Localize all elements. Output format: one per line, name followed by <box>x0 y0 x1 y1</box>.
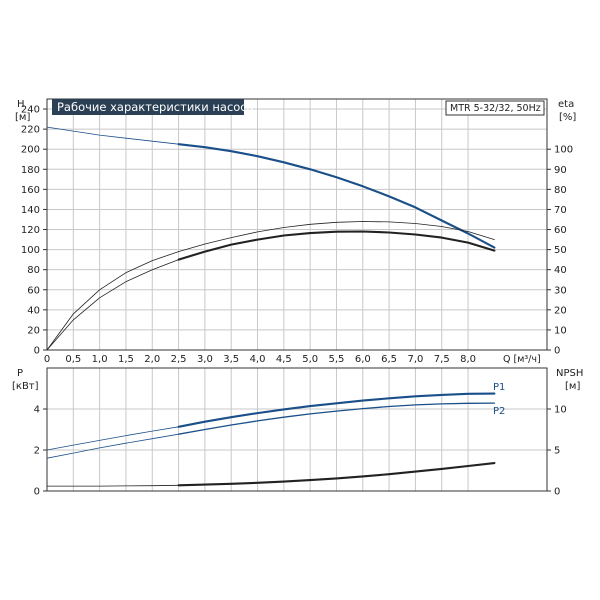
p2-label: P2 <box>493 406 505 417</box>
right-tick-label: 60 <box>554 225 567 236</box>
upper-series-line-2 <box>46 259 179 351</box>
x-tick-label: 5,0 <box>302 354 318 365</box>
upper-series-line-3 <box>177 230 496 261</box>
upper-panel: 0 0,5 1,0 1,5 2,0 2,5 3,0 3,5 4,0 4,5 5,0 5,5 6,0 6,5… <box>15 98 576 365</box>
x-tick-label: 7,0 <box>407 354 423 365</box>
upper-series <box>46 126 496 351</box>
lower-panel: 0 2 4 0 5 10 P [кВт] NPSH [м] P1 P2 <box>12 367 583 498</box>
lower-series-line-5 <box>177 462 496 487</box>
lower-ticks: 0 2 4 0 5 10 <box>34 405 567 498</box>
npsh-axis-label: NPSH <box>556 368 583 379</box>
left-tick-label: 100 <box>21 245 40 256</box>
left-tick-label: 0 <box>34 346 40 357</box>
left-tick-label: 120 <box>21 225 40 236</box>
x-axis-label: Q [м³/ч] <box>503 354 541 365</box>
right-tick-label: 0 <box>554 487 560 498</box>
left-axis-label: H <box>17 99 25 110</box>
x-tick-label: 0,5 <box>65 354 81 365</box>
right-tick-label: 100 <box>554 145 573 156</box>
right-tick-label: 20 <box>554 305 567 316</box>
lower-series-line-2 <box>46 433 179 459</box>
right-tick-label: 10 <box>554 405 567 416</box>
x-tick-label: 2,0 <box>144 354 160 365</box>
npsh-axis-unit: [м] <box>565 381 580 392</box>
title-box <box>52 99 244 115</box>
x-tick-label: 1,5 <box>118 354 134 365</box>
p1-lower-series-line-1 <box>177 392 496 428</box>
right-axis-unit: [%] <box>559 112 576 123</box>
x-tick-label: 5,5 <box>329 354 345 365</box>
p1-label: P1 <box>493 382 505 393</box>
x-tick-label: 4,0 <box>250 354 266 365</box>
lower-series-line-0 <box>46 426 179 451</box>
left-tick-label: 20 <box>27 325 40 336</box>
lower-grid <box>47 368 547 491</box>
left-tick-label: 4 <box>34 405 40 416</box>
upper-grid <box>47 99 547 350</box>
right-tick-label: 5 <box>554 446 560 457</box>
upper-series-line-0 <box>46 126 179 145</box>
right-tick-label: 0 <box>554 346 560 357</box>
left-tick-label: 80 <box>27 265 40 276</box>
left-tick-label: 0 <box>34 487 40 498</box>
x-tick-label: 1,0 <box>92 354 108 365</box>
lower-frame <box>46 367 548 492</box>
left-tick-label: 140 <box>21 205 40 216</box>
x-tick-label: 8,0 <box>460 354 476 365</box>
upper-frame <box>46 98 548 351</box>
right-tick-label: 10 <box>554 325 567 336</box>
p2-lower-series-line-3 <box>177 402 496 435</box>
power-axis-label: P <box>17 368 23 379</box>
left-tick-label: 220 <box>21 125 40 136</box>
left-tick-label: 2 <box>34 446 40 457</box>
upper-ticks: 0 0,5 1,0 1,5 2,0 2,5 3,0 3,5 4,0 4,5 5,0 5,5 6,0 6,5… <box>21 105 573 365</box>
right-tick-label: 50 <box>554 245 567 256</box>
power-axis-unit: [кВт] <box>12 381 39 392</box>
left-tick-label: 160 <box>21 185 40 196</box>
x-tick-label: 3,5 <box>223 354 239 365</box>
x-tick-label: 7,5 <box>434 354 450 365</box>
upper-series-line-4 <box>46 221 495 351</box>
right-tick-label: 90 <box>554 165 567 176</box>
left-tick-label: 240 <box>21 105 40 116</box>
left-tick-label: 40 <box>27 305 40 316</box>
model-label-box <box>445 100 545 116</box>
x-tick-label: 4,5 <box>276 354 292 365</box>
right-tick-label: 30 <box>554 285 567 296</box>
upper-series-line-1 <box>177 143 496 249</box>
x-tick-label: 6,5 <box>381 354 397 365</box>
x-tick-label: 6,0 <box>355 354 371 365</box>
left-tick-label: 200 <box>21 145 40 156</box>
x-tick-label: 0 <box>44 354 50 365</box>
left-tick-label: 60 <box>27 285 40 296</box>
right-axis-label: eta <box>558 99 574 110</box>
left-tick-label: 180 <box>21 165 40 176</box>
chart-title: Рабочие характеристики насоса <box>57 100 254 114</box>
x-tick-label: 2,5 <box>171 354 187 365</box>
right-tick-label: 80 <box>554 185 567 196</box>
right-tick-label: 70 <box>554 205 567 216</box>
model-label: MTR 5-32/32, 50Hz <box>450 103 541 114</box>
right-tick-label: 40 <box>554 265 567 276</box>
left-axis-unit: [м] <box>15 112 30 123</box>
lower-series <box>46 392 496 487</box>
lower-series-line-4 <box>46 484 179 487</box>
x-tick-label: 3,0 <box>197 354 213 365</box>
